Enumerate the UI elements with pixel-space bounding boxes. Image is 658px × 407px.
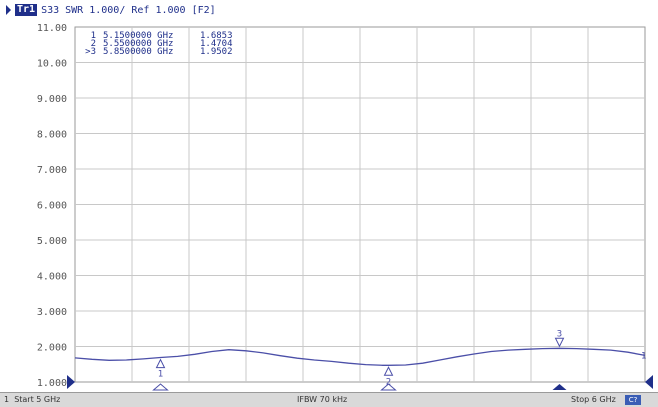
- y-tick-label: 11.00: [37, 23, 67, 34]
- marker-table-id: 1: [91, 31, 96, 41]
- marker-table-id: 2: [91, 39, 96, 49]
- marker-2-axis-icon: [380, 383, 397, 391]
- y-tick-label: 8.000: [37, 130, 67, 141]
- marker-table-frequency: 5.1500000 GHz: [103, 31, 173, 41]
- marker-1-label: 1: [158, 370, 163, 380]
- y-tick-label: 7.000: [37, 165, 67, 176]
- marker-3-axis-icon: [552, 384, 567, 390]
- y-tick-label: 1.000: [37, 378, 67, 389]
- ifbw-value[interactable]: IFBW 70 kHz: [297, 395, 348, 404]
- status-start[interactable]: 1 Start 5 GHz: [4, 395, 60, 404]
- marker-3-label: 3: [557, 329, 562, 339]
- reference-left-icon: [67, 375, 75, 389]
- marker-3-down-icon: [554, 337, 565, 348]
- trace-end-label: 1: [641, 351, 646, 361]
- y-tick-label: 6.000: [37, 201, 67, 212]
- trace-tag[interactable]: Tr1: [15, 4, 38, 16]
- channel-status-badge[interactable]: C?: [625, 395, 641, 405]
- trace-info[interactable]: S33 SWR 1.000/ Ref 1.000 [F2]: [41, 4, 216, 16]
- marker-table-id: >3: [85, 47, 96, 57]
- y-tick-label: 2.000: [37, 343, 67, 354]
- swr-trace-line: [74, 347, 646, 366]
- marker-table-frequency: 5.8500000 GHz: [103, 47, 173, 57]
- trace-header[interactable]: Tr1 S33 SWR 1.000/ Ref 1.000 [F2]: [6, 3, 216, 17]
- marker-1-up-icon: [155, 358, 166, 369]
- active-trace-arrow-icon: [6, 5, 11, 15]
- marker-table-value: 1.6853: [200, 31, 233, 41]
- marker-1-axis-icon: [152, 383, 169, 391]
- y-tick-label: 3.000: [37, 307, 67, 318]
- y-tick-label: 4.000: [37, 272, 67, 283]
- start-frequency: Start 5 GHz: [14, 395, 61, 404]
- y-tick-label: 5.000: [37, 236, 67, 247]
- swr-plot[interactable]: 11.00 10.00 9.000 8.000 7.000 6.000 5.000 4.000…: [0, 0, 658, 392]
- marker-table-frequency: 5.5500000 GHz: [103, 39, 173, 49]
- marker-2-label: 2: [386, 377, 391, 387]
- marker-2-up-icon: [383, 366, 394, 376]
- stop-frequency[interactable]: Stop 6 GHz: [571, 395, 616, 404]
- marker-table-value: 1.4704: [200, 39, 233, 49]
- channel-number: 1: [4, 395, 10, 404]
- y-tick-label: 9.000: [37, 94, 67, 105]
- marker-table-value: 1.9502: [200, 47, 233, 57]
- y-tick-label: 10.00: [37, 59, 67, 70]
- reference-right-icon: [645, 375, 653, 389]
- status-bar: 1 Start 5 GHz IFBW 70 kHz Stop 6 GHz C?: [0, 392, 658, 407]
